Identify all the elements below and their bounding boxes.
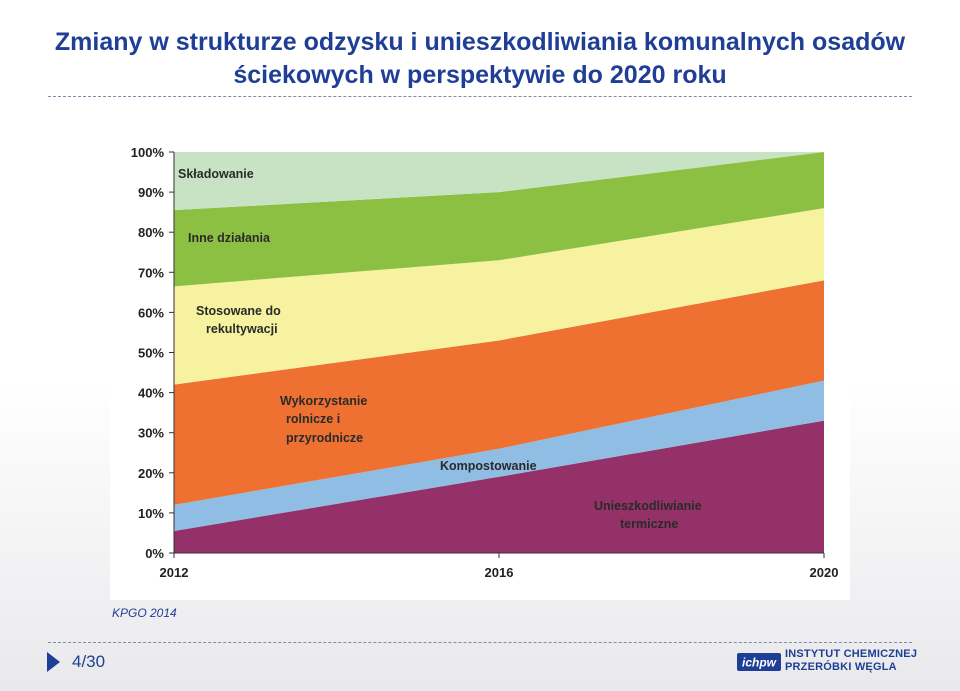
logo-text-line-1: INSTYTUT CHEMICZNEJ bbox=[785, 648, 918, 660]
ichpw-logo-icon: ichpw bbox=[737, 653, 781, 671]
logo-text: INSTYTUT CHEMICZNEJ PRZERÓBKI WĘGLA bbox=[785, 648, 917, 673]
area-label: rekultywacji bbox=[206, 322, 278, 336]
y-tick-label: 30% bbox=[138, 426, 164, 441]
y-tick-label: 90% bbox=[138, 185, 164, 200]
area-series-2 bbox=[174, 280, 824, 505]
slide-title-line-1: Zmiany w strukturze odzysku i unieszkodl… bbox=[54, 28, 906, 56]
area-series-5 bbox=[174, 152, 824, 211]
area-label: Kompostowanie bbox=[440, 459, 537, 473]
area-label: Stosowane do bbox=[196, 304, 281, 318]
logo-text-line-2: PRZERÓBKI WĘGLA bbox=[785, 660, 897, 673]
footer-divider bbox=[48, 642, 912, 643]
area-label: termiczne bbox=[620, 517, 678, 531]
x-tick-label: 2012 bbox=[160, 565, 189, 580]
x-tick-label: 2016 bbox=[485, 565, 514, 580]
chart-svg: 0% 10% 20% 30% 40% 50% 60% 70% 80% 90% 100% 2012 201… bbox=[131, 145, 839, 580]
y-tick-label: 80% bbox=[138, 225, 164, 240]
y-tick-label: 20% bbox=[138, 466, 164, 481]
page-number: 4/30 bbox=[72, 652, 106, 671]
area-label: rolnicze i bbox=[286, 412, 340, 426]
y-tick-label: 70% bbox=[138, 265, 164, 280]
title-divider bbox=[48, 96, 912, 97]
area-label: przyrodnicze bbox=[286, 431, 363, 445]
y-tick-label: 10% bbox=[138, 506, 164, 521]
area-label: Wykorzystanie bbox=[280, 394, 367, 408]
y-tick-label: 0% bbox=[145, 546, 164, 561]
area-series-1 bbox=[174, 380, 824, 531]
slide-arrow-icon[interactable] bbox=[47, 652, 60, 672]
slide-title: Zmiany w strukturze odzysku i unieszkodl… bbox=[0, 26, 960, 92]
y-tick-label: 100% bbox=[131, 145, 165, 160]
area-label: Unieszkodliwianie bbox=[594, 499, 702, 513]
stacked-area-chart: 0% 10% 20% 30% 40% 50% 60% 70% 80% 90% 100% 2012 201… bbox=[110, 132, 850, 600]
area-series-4 bbox=[174, 152, 824, 287]
y-tick-label: 50% bbox=[138, 346, 164, 361]
y-tick-label: 40% bbox=[138, 386, 164, 401]
area-label: Inne działania bbox=[188, 231, 271, 245]
area-label: Składowanie bbox=[178, 167, 254, 181]
area-series-0 bbox=[174, 420, 824, 553]
y-tick-label: 60% bbox=[138, 305, 164, 320]
logo-mark-text: ichpw bbox=[742, 656, 777, 670]
x-tick-label: 2020 bbox=[810, 565, 839, 580]
area-series-3 bbox=[174, 208, 824, 385]
slide-title-line-2: ściekowych w perspektywie do 2020 roku bbox=[233, 61, 727, 89]
source-note: KPGO 2014 bbox=[112, 606, 177, 620]
